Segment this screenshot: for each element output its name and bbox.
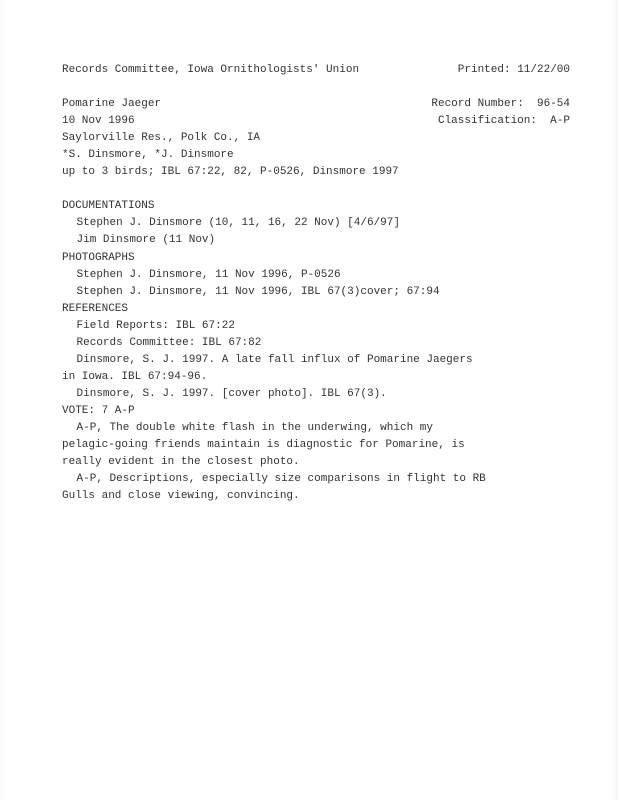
- list-item: Jim Dinsmore (11 Nov): [62, 232, 570, 249]
- date-row: 10 Nov 1996 Classification: A-P: [62, 113, 570, 130]
- vote-lines: A-P, The double white flash in the under…: [62, 420, 570, 505]
- location: Saylorville Res., Polk Co., IA: [62, 130, 570, 147]
- list-item: Field Reports: IBL 67:22: [62, 318, 570, 335]
- list-item: Records Committee: IBL 67:82: [62, 335, 570, 352]
- list-item: Dinsmore, S. J. 1997. [cover photo]. IBL…: [62, 386, 570, 403]
- header-row: Records Committee, Iowa Ornithologists' …: [62, 62, 570, 79]
- record-number: Record Number: 96-54: [431, 96, 570, 113]
- photographs-list: Stephen J. Dinsmore, 11 Nov 1996, P-0526…: [62, 267, 570, 301]
- vote-heading: VOTE: 7 A-P: [62, 403, 570, 420]
- species-row: Pomarine Jaeger Record Number: 96-54: [62, 96, 570, 113]
- document-page: Records Committee, Iowa Ornithologists' …: [0, 0, 618, 800]
- observers: *S. Dinsmore, *J. Dinsmore: [62, 147, 570, 164]
- classification: Classification: A-P: [438, 113, 570, 130]
- references-heading: REFERENCES: [62, 301, 570, 318]
- documentations-list: Stephen J. Dinsmore (10, 11, 16, 22 Nov)…: [62, 215, 570, 249]
- list-item: in Iowa. IBL 67:94-96.: [62, 369, 570, 386]
- list-item: Stephen J. Dinsmore, 11 Nov 1996, IBL 67…: [62, 284, 570, 301]
- vote-line: really evident in the closest photo.: [62, 454, 570, 471]
- list-item: Dinsmore, S. J. 1997. A late fall influx…: [62, 352, 570, 369]
- vote-line: pelagic-going friends maintain is diagno…: [62, 437, 570, 454]
- observation-date: 10 Nov 1996: [62, 113, 135, 130]
- documentations-heading: DOCUMENTATIONS: [62, 198, 570, 215]
- list-item: Stephen J. Dinsmore (10, 11, 16, 22 Nov)…: [62, 215, 570, 232]
- spacer: [62, 181, 570, 198]
- references-list: Field Reports: IBL 67:22Records Committe…: [62, 318, 570, 403]
- list-item: Stephen J. Dinsmore, 11 Nov 1996, P-0526: [62, 267, 570, 284]
- photographs-heading: PHOTOGRAPHS: [62, 250, 570, 267]
- vote-line: Gulls and close viewing, convincing.: [62, 488, 570, 505]
- species-name: Pomarine Jaeger: [62, 96, 161, 113]
- org-name: Records Committee, Iowa Ornithologists' …: [62, 62, 359, 79]
- vote-line: A-P, Descriptions, especially size compa…: [62, 471, 570, 488]
- printed-date: Printed: 11/22/00: [458, 62, 570, 79]
- spacer: [62, 79, 570, 96]
- vote-line: A-P, The double white flash in the under…: [62, 420, 570, 437]
- summary: up to 3 birds; IBL 67:22, 82, P-0526, Di…: [62, 164, 570, 181]
